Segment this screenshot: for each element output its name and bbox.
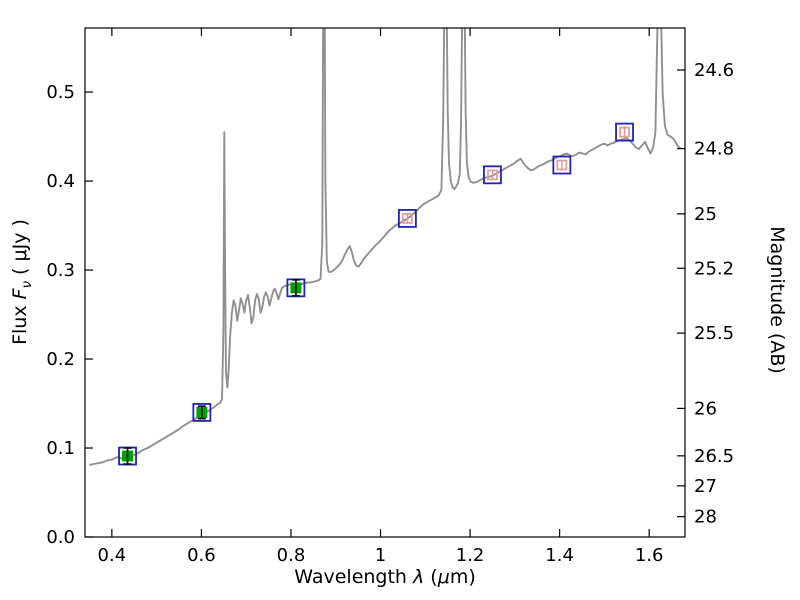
spectrum-line	[89, 28, 682, 466]
x-tick-label: 0.6	[187, 545, 216, 566]
axes-frame	[84, 27, 686, 538]
x-axis-label: Wavelength λ (μm)	[294, 566, 475, 588]
photometry-layer	[118, 122, 634, 466]
photometry-point	[552, 155, 572, 175]
tick-labels-layer: 0.4 0.6 0.8 1 1.2 1.4 1.6 0.0 0.1 0.2 0.3 0.4 0.5 24.…	[46, 60, 734, 566]
template-flux-marker	[619, 126, 630, 138]
spectrum-layer	[89, 28, 682, 466]
y-tick-label-right: 25.5	[694, 323, 734, 344]
photometry-point	[286, 278, 306, 298]
y-tick-label-right: 26	[694, 398, 717, 419]
photometry-point	[192, 403, 212, 422]
y-tick-label-left: 0.3	[46, 260, 75, 281]
x-tick-label: 0.8	[277, 545, 306, 566]
model-square-marker	[552, 155, 572, 175]
y-tick-label-right: 26.5	[694, 446, 734, 467]
y-tick-label-left: 0.2	[46, 349, 75, 370]
model-square-marker	[615, 122, 634, 142]
ticks-layer	[85, 28, 685, 538]
y-tick-label-right: 24.8	[694, 139, 734, 160]
x-tick-label: 1	[375, 545, 386, 566]
y-tick-label-left: 0.0	[46, 527, 75, 548]
y-tick-label-right: 25	[694, 204, 717, 225]
photometry-point	[397, 209, 417, 228]
y-tick-label-right: 28	[694, 507, 717, 528]
y-tick-label-left: 0.4	[46, 171, 75, 192]
y-axis-label-left: Flux Fν ( μJy )	[9, 219, 35, 345]
y-axis-label-right: Magnitude (AB)	[766, 226, 788, 374]
y-tick-label-right: 25.2	[694, 258, 734, 279]
template-flux-marker	[556, 159, 568, 171]
x-tick-label: 1.2	[456, 545, 485, 566]
x-tick-label: 1.4	[545, 545, 574, 566]
model-square-marker	[397, 209, 417, 228]
y-tick-label-right: 27	[694, 476, 717, 497]
x-tick-label: 0.4	[98, 545, 127, 566]
y-tick-label-left: 0.1	[46, 438, 75, 459]
plot-area	[85, 28, 685, 537]
photometry-point	[118, 446, 137, 466]
model-square-marker	[192, 403, 212, 422]
template-flux-marker	[402, 213, 413, 224]
model-square-marker	[483, 165, 502, 185]
photometry-point	[615, 122, 634, 142]
y-tick-label-left: 0.5	[46, 82, 75, 103]
x-tick-label: 1.6	[635, 545, 664, 566]
template-flux-marker	[487, 169, 498, 181]
y-tick-label-right: 24.6	[694, 60, 734, 81]
photometry-point	[483, 165, 502, 185]
